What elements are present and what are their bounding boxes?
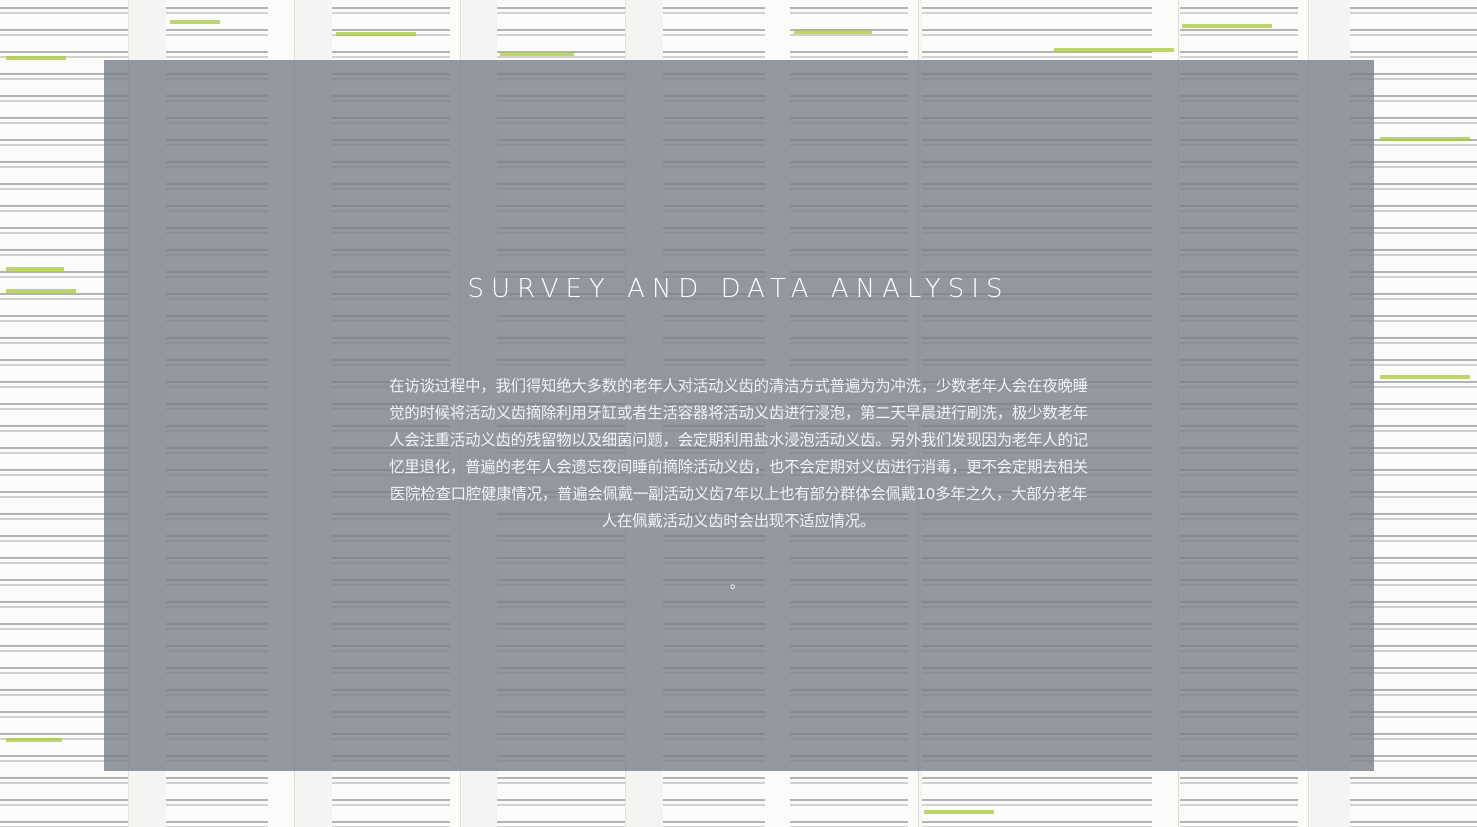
highlight-mark xyxy=(336,32,416,36)
highlight-mark xyxy=(6,56,66,60)
highlight-mark xyxy=(6,738,62,742)
highlight-mark xyxy=(924,810,994,814)
highlight-mark xyxy=(500,52,574,56)
highlight-mark xyxy=(6,289,76,293)
highlight-mark xyxy=(170,20,220,24)
trailing-mark: 。 xyxy=(730,576,744,592)
highlight-mark xyxy=(794,30,872,34)
highlight-mark xyxy=(6,267,64,271)
highlight-mark xyxy=(1054,48,1174,52)
slide-body-text: 在访谈过程中，我们得知绝大多数的老年人对活动义齿的清洁方式普遍为为冲洗，少数老年… xyxy=(389,377,1088,530)
highlight-mark xyxy=(1380,137,1470,141)
highlight-mark xyxy=(1182,24,1272,28)
highlight-mark xyxy=(1380,375,1470,379)
slide-title: SURVEY AND DATA ANALYSIS xyxy=(467,274,1010,304)
content-overlay-panel xyxy=(104,60,1374,771)
